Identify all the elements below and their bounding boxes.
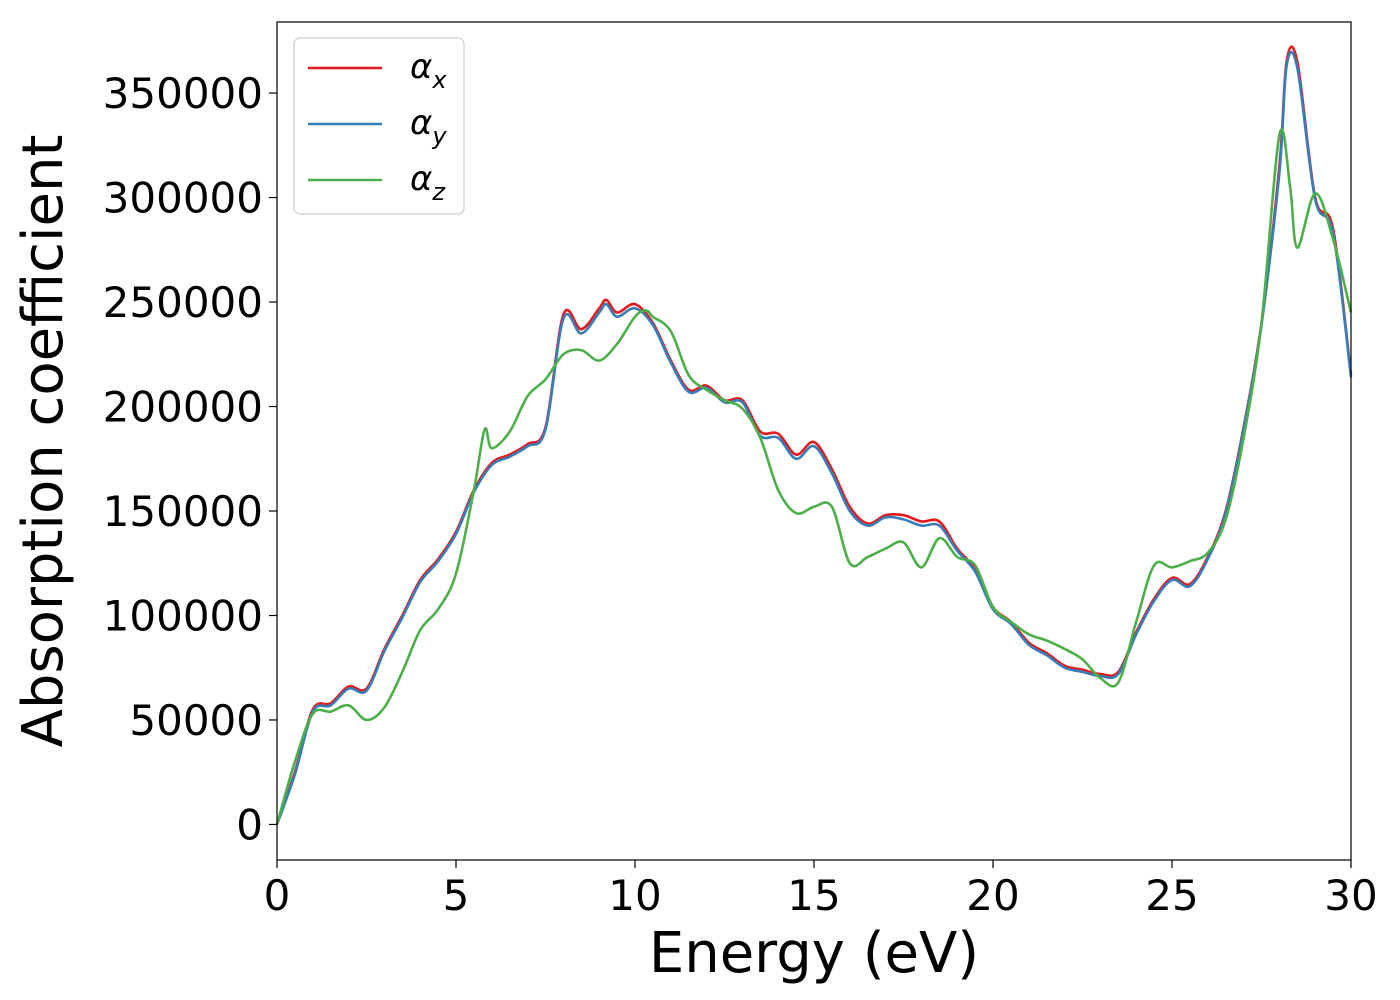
legend-label-z: αz bbox=[410, 159, 446, 206]
legend-box bbox=[293, 37, 465, 215]
x-tick-label: 25 bbox=[1145, 871, 1198, 920]
x-axis-title: Energy (eV) bbox=[649, 921, 979, 986]
y-tick-label: 0 bbox=[236, 800, 263, 849]
x-tick-label: 30 bbox=[1324, 871, 1377, 920]
x-tick-label: 10 bbox=[608, 871, 661, 920]
y-tick-label: 200000 bbox=[103, 383, 263, 432]
series-lines bbox=[275, 45, 1353, 825]
y-tick-label: 150000 bbox=[103, 487, 263, 536]
x-tick-label: 0 bbox=[264, 871, 291, 920]
y-tick-label: 50000 bbox=[129, 696, 263, 745]
x-tick-label: 20 bbox=[966, 871, 1019, 920]
x-axis: 0 5 10 15 20 25 30 bbox=[264, 860, 1378, 920]
y-tick-label: 300000 bbox=[103, 174, 263, 223]
legend-label-y: αy bbox=[410, 103, 447, 150]
y-tick-label: 350000 bbox=[103, 69, 263, 118]
y-axis: 0 50000 100000 150000 200000 250000 300000 3500… bbox=[103, 69, 277, 849]
y-tick-label: 250000 bbox=[103, 278, 263, 327]
x-tick-label: 15 bbox=[787, 871, 840, 920]
legend: αx αy αz bbox=[293, 37, 465, 215]
legend-label-x: αx bbox=[410, 47, 447, 94]
y-tick-label: 100000 bbox=[103, 591, 263, 640]
series-line-z bbox=[275, 128, 1353, 825]
y-axis-title: Absorption coefficient bbox=[11, 135, 76, 748]
x-tick-label: 5 bbox=[443, 871, 470, 920]
